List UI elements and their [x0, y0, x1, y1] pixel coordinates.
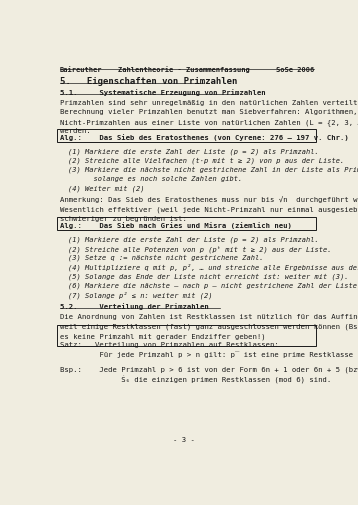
- Text: (6) Markiere die nächste – nach p – nicht gestrichene Zahl der Liste als Primzah: (6) Markiere die nächste – nach p – nich…: [68, 281, 358, 288]
- Text: Die Anordnung von Zahlen ist Restklassen ist nützlich für das Auffinden von Prim: Die Anordnung von Zahlen ist Restklassen…: [60, 314, 358, 320]
- Text: Bsp.:    Jede Primzahl p > 6 ist von der Form 6n + 1 oder 6n + 5 (bzw. 6n – 1!),: Bsp.: Jede Primzahl p > 6 ist von der Fo…: [60, 365, 358, 374]
- Text: Wesentlich effektiver (weil jede Nicht-Primzahl nur einmal ausgesiebt wird), abe: Wesentlich effektiver (weil jede Nicht-P…: [60, 206, 358, 213]
- Text: (4) Multipliziere q mit p, p², … und streiche alle Ergebnisse aus der Liste.: (4) Multipliziere q mit p, p², … und str…: [68, 263, 358, 271]
- Text: (1) Markiere die erste Zahl der Liste (p = 2) als Primzahl.: (1) Markiere die erste Zahl der Liste (p…: [68, 236, 319, 242]
- Text: 5.1.     Systematische Erzeugung von Primzahlen: 5.1. Systematische Erzeugung von Primzah…: [60, 88, 266, 95]
- Text: 5.   Eigenschaften von Primzahlen: 5. Eigenschaften von Primzahlen: [60, 77, 237, 86]
- Text: weil einige Restklassen (fast) ganz ausgeschlossen werden können (Bsp.: Außer 2 : weil einige Restklassen (fast) ganz ausg…: [60, 323, 358, 330]
- Text: Anmerkung: Das Sieb des Eratosthenes muss nur bis √n  durchgeführt werden.: Anmerkung: Das Sieb des Eratosthenes mus…: [60, 196, 358, 203]
- Text: Nicht-Primzahlen aus einer Liste von natürlichen Zahlen (L = {2, 3, …, n}) ausge: Nicht-Primzahlen aus einer Liste von nat…: [60, 119, 358, 125]
- FancyBboxPatch shape: [57, 130, 316, 142]
- Text: (4) Weiter mit (2): (4) Weiter mit (2): [68, 185, 145, 191]
- Text: Ś₆ die einzigen primen Restklassen (mod 6) sind.: Ś₆ die einzigen primen Restklassen (mod …: [60, 375, 331, 383]
- Text: schwieriger zu begründen ist:: schwieriger zu begründen ist:: [60, 216, 187, 222]
- Text: Baireuther: Baireuther: [60, 67, 102, 72]
- Text: SoSe 2006: SoSe 2006: [276, 67, 314, 72]
- Text: Für jede Primzahl p > n gilt: p̅ ist eine prime Restklasse (mod n): Für jede Primzahl p > n gilt: p̅ ist ein…: [60, 351, 358, 359]
- Text: (1) Markiere die erste Zahl der Liste (p = 2) als Primzahl.: (1) Markiere die erste Zahl der Liste (p…: [68, 148, 319, 155]
- Text: Berechnung vieler Primzahlen benutzt man Siebverfahren: Algorithmen, mit denen d: Berechnung vieler Primzahlen benutzt man…: [60, 109, 358, 115]
- Text: Primzahlen sind sehr unregelmäßig in den natürlichen Zahlen verteilt. Zur effekt: Primzahlen sind sehr unregelmäßig in den…: [60, 99, 358, 106]
- FancyBboxPatch shape: [57, 326, 316, 346]
- Text: Alg.:    Das Sieb des Eratosthenes (von Cyrene: 276 – 197 v. Chr.): Alg.: Das Sieb des Eratosthenes (von Cyr…: [60, 134, 349, 141]
- Text: (3) Markiere die nächste nicht gestrichene Zahl in der Liste als Primzahl (neues: (3) Markiere die nächste nicht gestriche…: [68, 167, 358, 173]
- Text: werden.: werden.: [60, 128, 91, 134]
- Text: 5.2.     Verteilung der Primzahlen: 5.2. Verteilung der Primzahlen: [60, 303, 209, 310]
- Text: Zahlentheorie - Zusammenfassung: Zahlentheorie - Zusammenfassung: [117, 67, 250, 73]
- Text: Satz:   Verteilung von Primzahlen auf Restklassen:: Satz: Verteilung von Primzahlen auf Rest…: [60, 341, 279, 347]
- Text: (2) Streiche alle Vielfachen (t·p mit t ≥ 2) von p aus der Liste.: (2) Streiche alle Vielfachen (t·p mit t …: [68, 158, 345, 164]
- Text: es keine Primzahl mit gerader Endziffer geben!): es keine Primzahl mit gerader Endziffer …: [60, 333, 266, 339]
- Text: (7) Solange p² ≤ n: weiter mit (2): (7) Solange p² ≤ n: weiter mit (2): [68, 290, 213, 298]
- Text: Alg.:    Das Sieb nach Gries und Misra (ziemlich neu): Alg.: Das Sieb nach Gries und Misra (zie…: [60, 222, 292, 229]
- Text: solange es noch solche Zahlen gibt.: solange es noch solche Zahlen gibt.: [68, 176, 243, 182]
- Text: - 3 -: - 3 -: [173, 436, 194, 442]
- FancyBboxPatch shape: [57, 218, 316, 230]
- Text: (2) Streiche alle Potenzen von p (pᵗ mit t ≥ 2) aus der Liste.: (2) Streiche alle Potenzen von p (pᵗ mit…: [68, 245, 332, 252]
- Text: (3) Setze q := nächste nicht gestrichene Zahl.: (3) Setze q := nächste nicht gestrichene…: [68, 254, 264, 261]
- Text: (5) Solange das Ende der Liste nicht erreicht ist: weiter mit (3).: (5) Solange das Ende der Liste nicht err…: [68, 272, 349, 279]
